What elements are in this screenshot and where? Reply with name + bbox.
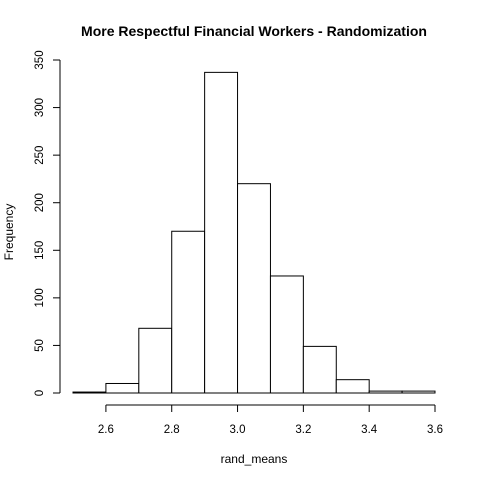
y-tick-label: 100 <box>34 288 46 307</box>
histogram-bar <box>204 71 239 394</box>
histogram-bar <box>72 391 107 394</box>
y-tick-label: 350 <box>34 50 46 69</box>
histogram-bar <box>105 382 140 394</box>
histogram-bar <box>401 390 436 394</box>
y-tick-label: 0 <box>34 390 46 396</box>
histogram-bar <box>138 327 173 394</box>
y-axis: 0 50 100 150 200 250 300 350 <box>34 50 61 396</box>
y-tick-label: 200 <box>34 193 46 212</box>
x-tick-label: 3.6 <box>427 424 443 436</box>
bars-layer <box>72 71 436 394</box>
y-tick-label: 50 <box>34 339 46 352</box>
histogram-bar <box>368 390 403 394</box>
histogram-bar <box>335 379 370 394</box>
y-tick-label: 150 <box>34 241 46 260</box>
chart-title: More Respectful Financial Workers - Rand… <box>81 23 427 39</box>
histogram-bar <box>237 183 271 394</box>
histogram-bar <box>171 230 206 394</box>
y-tick-label: 250 <box>34 146 46 165</box>
x-axis: 2.6 2.8 3.0 3.2 3.4 3.6 <box>98 404 443 436</box>
histogram-bar <box>302 345 337 394</box>
x-axis-title: rand_means <box>221 452 288 466</box>
histogram-bar <box>269 275 304 394</box>
x-tick-label: 2.6 <box>98 424 114 436</box>
x-tick-label: 2.8 <box>164 424 180 436</box>
y-tick-label: 300 <box>34 98 46 117</box>
x-tick-label: 3.4 <box>361 424 378 436</box>
x-tick-label: 3.2 <box>295 424 311 436</box>
x-tick-label: 3.0 <box>230 424 246 436</box>
y-axis-title: Frequency <box>2 204 16 261</box>
